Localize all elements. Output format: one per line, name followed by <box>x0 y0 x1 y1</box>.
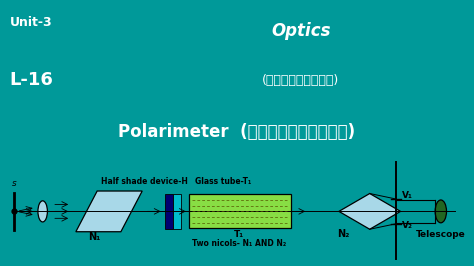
Ellipse shape <box>435 200 447 223</box>
Text: Polarimeter  (ध्रुवणमापी): Polarimeter (ध्रुवणमापी) <box>118 123 356 141</box>
Text: V₁: V₁ <box>401 191 412 200</box>
Text: V₂: V₂ <box>401 221 412 230</box>
Text: Telescope: Telescope <box>416 230 465 239</box>
Polygon shape <box>339 193 401 229</box>
Bar <box>189 194 291 228</box>
Bar <box>165 193 173 229</box>
Polygon shape <box>76 191 142 232</box>
Text: (प्रकाशिकी): (प्रकाशिकी) <box>263 74 339 87</box>
Text: N₁: N₁ <box>89 232 101 242</box>
Bar <box>173 193 181 229</box>
Text: s: s <box>12 179 17 188</box>
Text: Half shade device-H: Half shade device-H <box>101 177 188 186</box>
Text: Unit-3: Unit-3 <box>9 16 52 29</box>
Text: N₂: N₂ <box>337 230 350 239</box>
Text: L-16: L-16 <box>9 72 54 89</box>
Text: Glass tube-T₁: Glass tube-T₁ <box>195 177 251 186</box>
Text: T₁: T₁ <box>234 230 245 239</box>
Ellipse shape <box>38 201 47 222</box>
Text: Optics: Optics <box>271 22 331 40</box>
Text: Two nicols- N₁ AND N₂: Two nicols- N₁ AND N₂ <box>192 239 286 248</box>
